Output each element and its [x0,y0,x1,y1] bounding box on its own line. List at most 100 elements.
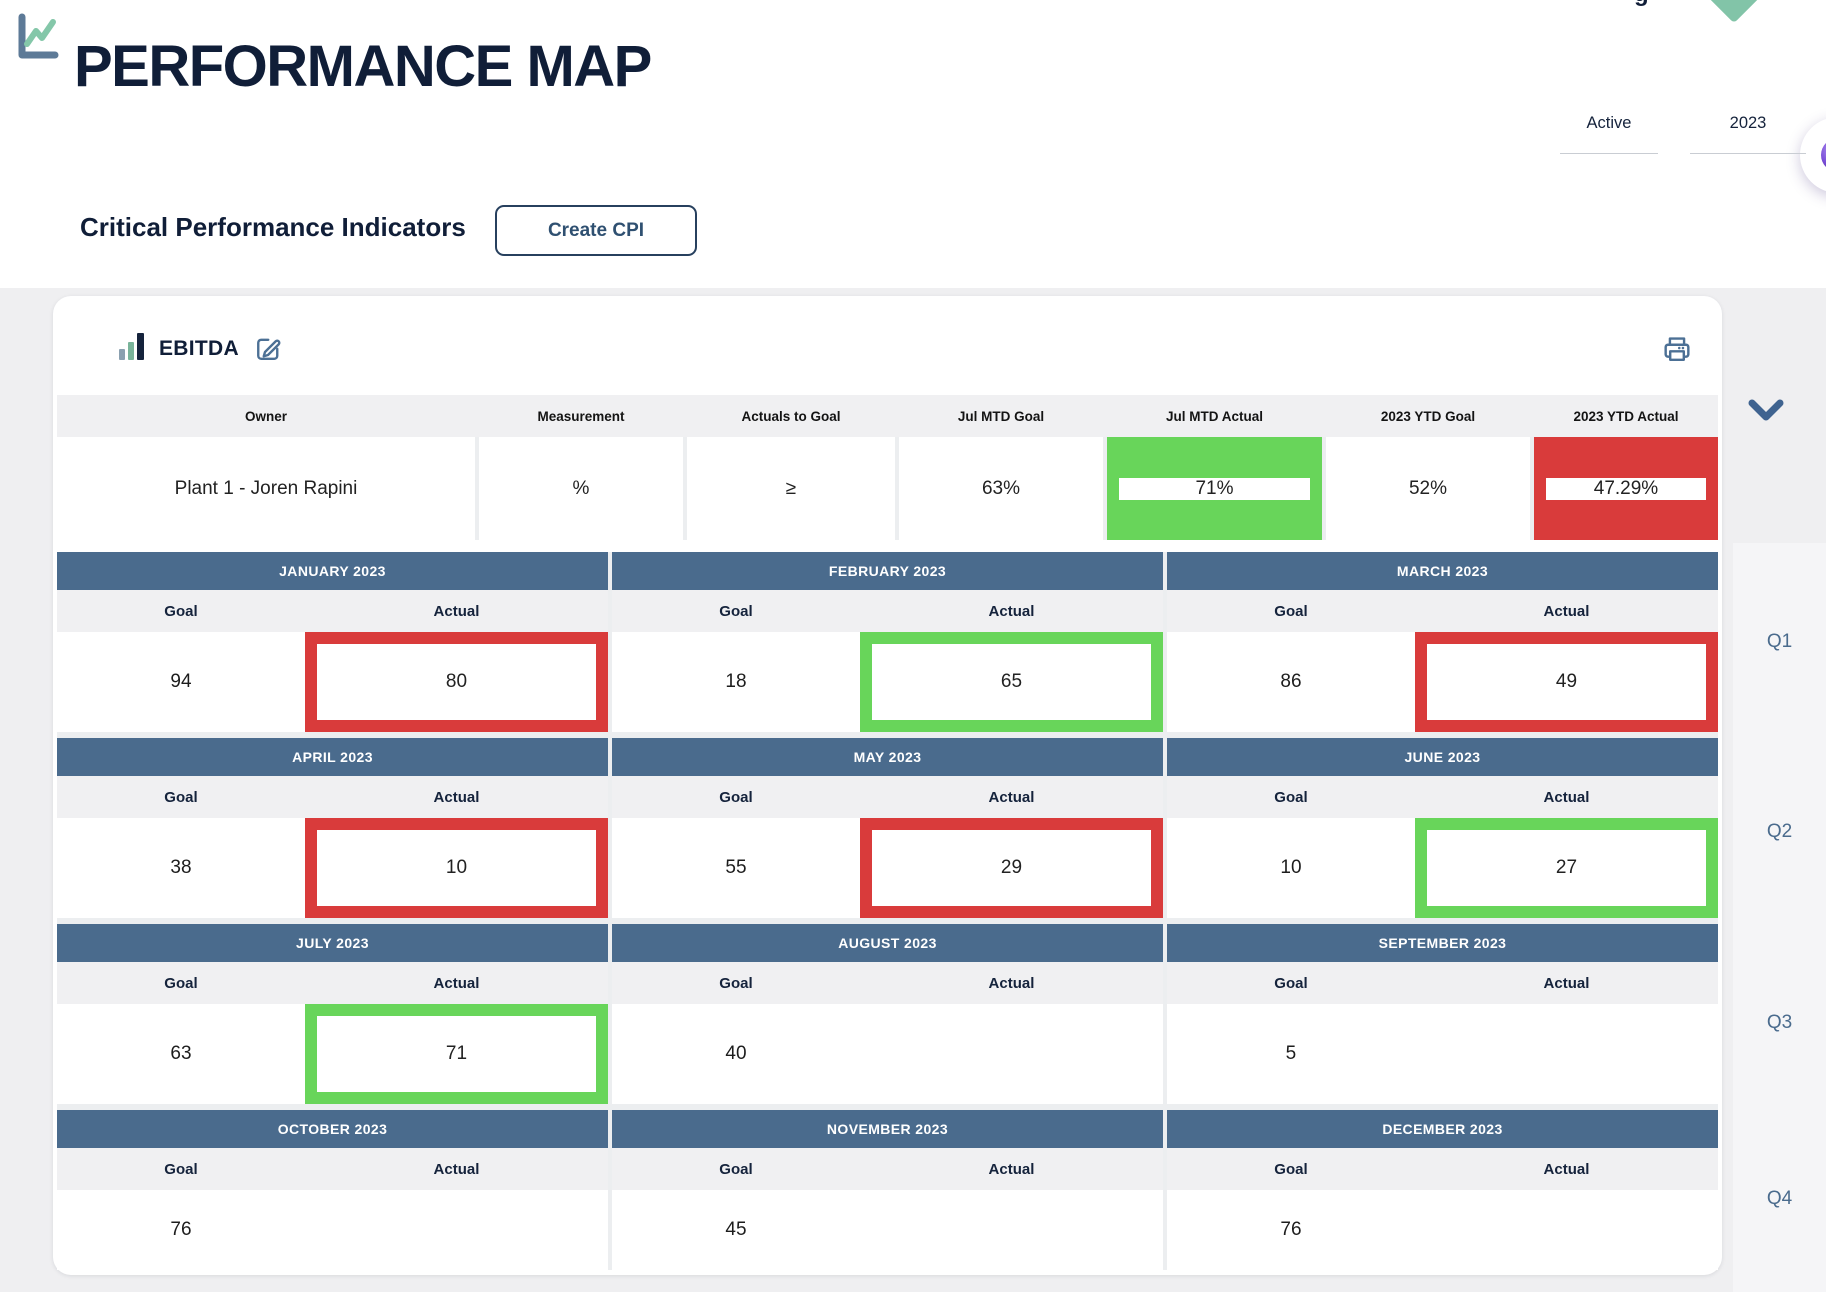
actual-value-box[interactable] [1414,1190,1718,1270]
month-header: JULY 2023 [57,924,608,962]
month-block-may: MAY 2023 Goal Actual 55 29 [612,738,1163,918]
goal-label: Goal [719,788,753,806]
actual-label: Actual [433,974,480,992]
goal-value: 10 [1280,857,1302,878]
status-filter-value: Active [1586,114,1632,132]
actual-value-box[interactable]: 29 [859,818,1163,918]
month-block-june: JUNE 2023 Goal Actual 10 27 [1167,738,1718,918]
actuals-to-goal-cell: ≥ [687,437,895,540]
jul-mtd-actual-cell[interactable]: 71% [1107,437,1322,540]
month-block-january: JANUARY 2023 Goal Actual 94 80 [57,552,608,732]
goal-value: 86 [1280,671,1302,692]
goal-value: 45 [725,1219,747,1240]
ytd-actual-cell[interactable]: 47.29% [1534,437,1718,540]
section-heading: Critical Performance Indicators [80,212,466,242]
month-header: DECEMBER 2023 [1167,1110,1718,1148]
jul-mtd-goal-cell: 63% [899,437,1103,540]
goal-label: Goal [164,788,198,806]
goal-value: 63 [170,1043,192,1064]
goal-label: Goal [1274,788,1308,806]
actual-value [1414,1190,1718,1270]
actual-value-box[interactable] [1414,1004,1718,1104]
quarter-label-q3: Q3 [1766,1012,1793,1033]
actual-value: 65 [871,644,1151,720]
actual-value-box[interactable]: 80 [304,632,608,732]
month-header: APRIL 2023 [57,738,608,776]
collapse-card-chevron-icon[interactable] [1746,398,1786,427]
summary-col-mtd-goal: Jul MTD Goal [957,408,1045,424]
month-block-february: FEBRUARY 2023 Goal Actual 18 65 [612,552,1163,732]
month-header: JUNE 2023 [1167,738,1718,776]
goal-label: Goal [1274,602,1308,620]
goal-label: Goal [719,602,753,620]
goal-value: 5 [1285,1043,1297,1064]
actual-value [859,1190,1163,1270]
month-block-october: OCTOBER 2023 Goal Actual 76 [57,1110,608,1270]
summary-value-row: Plant 1 - Joren Rapini % ≥ 63% 71% 52% 4… [57,437,1718,540]
status-filter-select[interactable]: Active [1560,114,1658,154]
goal-value: 94 [170,671,192,692]
page-title: PERFORMANCE MAP [74,33,652,99]
summary-col-mtd-actual: Jul MTD Actual [1165,408,1263,424]
quarter-label-q4: Q4 [1766,1188,1793,1209]
ytd-goal-cell: 52% [1326,437,1530,540]
month-header: FEBRUARY 2023 [612,552,1163,590]
actual-value: 71 [316,1016,596,1092]
summary-col-ytd-goal: 2023 YTD Goal [1380,408,1476,424]
summary-col-actuals-goal: Actuals to Goal [741,408,841,424]
actual-value: 80 [316,644,596,720]
actual-label: Actual [433,602,480,620]
quarter-label-q1: Q1 [1766,631,1793,652]
goal-label: Goal [719,974,753,992]
actual-value: 10 [316,830,596,906]
month-header: NOVEMBER 2023 [612,1110,1163,1148]
actual-value-box[interactable] [304,1190,608,1270]
actual-value-box[interactable] [859,1004,1163,1104]
actual-value-box[interactable] [859,1190,1163,1270]
actual-value: 29 [871,830,1151,906]
month-block-april: APRIL 2023 Goal Actual 38 10 [57,738,608,918]
actual-value [304,1190,608,1270]
month-block-march: MARCH 2023 Goal Actual 86 49 [1167,552,1718,732]
month-block-december: DECEMBER 2023 Goal Actual 76 [1167,1110,1718,1270]
actual-value-box[interactable]: 65 [859,632,1163,732]
goal-value: 18 [725,671,747,692]
actual-value-box[interactable]: 10 [304,818,608,918]
year-filter-select[interactable]: 2023 [1690,114,1806,154]
print-button[interactable] [1660,332,1694,366]
quarter-row-q1: JANUARY 2023 Goal Actual 94 80 FEBRUARY 2… [57,552,1718,732]
bar-chart-icon [119,331,145,366]
goal-label: Goal [164,1160,198,1178]
actual-label: Actual [433,788,480,806]
actual-label: Actual [433,1160,480,1178]
line-chart-icon [14,8,60,71]
actual-value-box[interactable]: 49 [1414,632,1718,732]
month-header: AUGUST 2023 [612,924,1163,962]
cpi-card: EBITDA Owner Measurement [53,296,1722,1275]
summary-col-ytd-actual: 2023 YTD Actual [1573,408,1679,424]
month-block-september: SEPTEMBER 2023 Goal Actual 5 [1167,924,1718,1104]
quarter-row-q4: OCTOBER 2023 Goal Actual 76 NOVEMBER 2023… [57,1110,1718,1270]
ytd-actual-value: 47.29% [1546,477,1706,500]
actual-value: 27 [1426,830,1706,906]
jul-mtd-actual-value: 71% [1119,477,1310,500]
actual-value-box[interactable]: 27 [1414,818,1718,918]
summary-col-measurement: Measurement [537,408,625,424]
actual-label: Actual [988,974,1035,992]
goal-value: 55 [725,857,747,878]
user-menu-diamond-icon[interactable] [1695,0,1773,24]
create-cpi-button[interactable]: Create CPI [495,205,697,256]
month-header: SEPTEMBER 2023 [1167,924,1718,962]
actual-value-box[interactable]: 71 [304,1004,608,1104]
edit-metric-button[interactable] [253,334,283,364]
metric-name: EBITDA [159,336,239,360]
actual-label: Actual [988,1160,1035,1178]
goal-label: Goal [164,974,198,992]
goal-value: 76 [1280,1219,1302,1240]
actual-value [1414,1004,1718,1104]
goal-value: 76 [170,1219,192,1240]
actual-value: 49 [1426,644,1706,720]
goal-label: Goal [1274,974,1308,992]
goal-value: 40 [725,1043,747,1064]
